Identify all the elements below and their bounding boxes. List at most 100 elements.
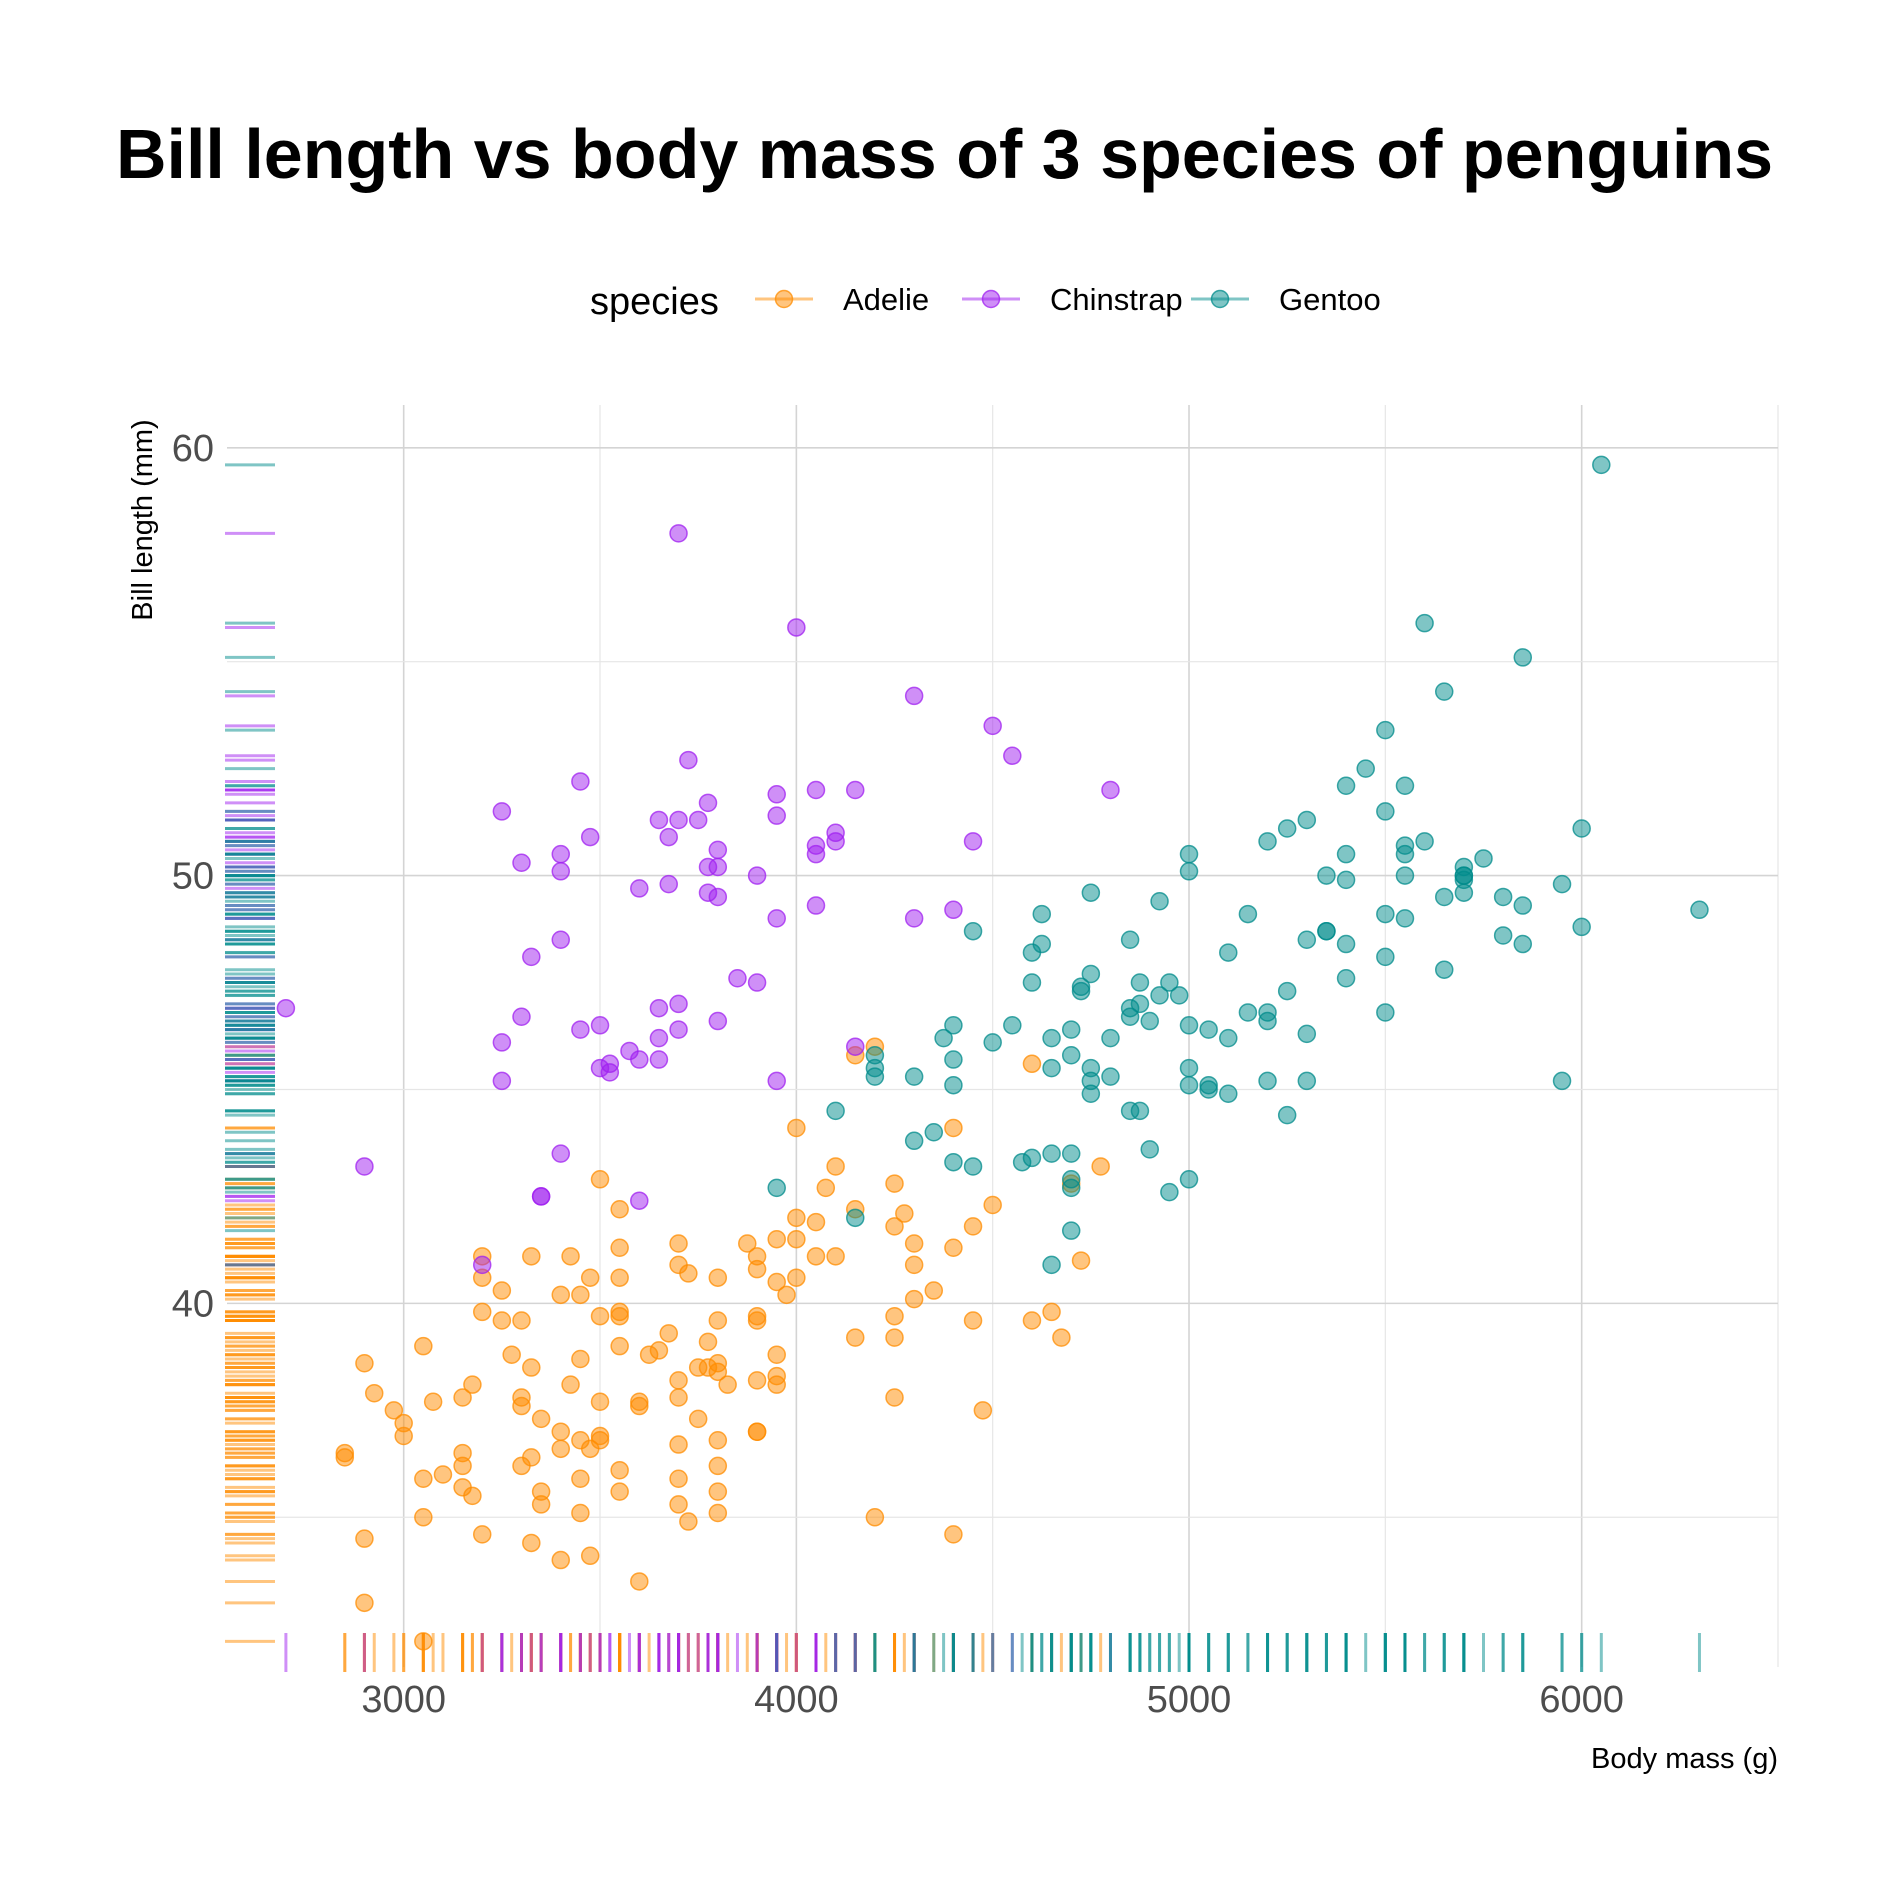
point-adelie xyxy=(679,1512,698,1531)
point-adelie xyxy=(777,1285,796,1305)
x-tick-label: 4000 xyxy=(754,1679,839,1721)
point-adelie xyxy=(590,1306,610,1326)
point-chinstrap xyxy=(679,750,698,770)
legend-label-chinstrap: Chinstrap xyxy=(1050,282,1183,317)
point-chinstrap xyxy=(659,827,678,847)
point-gentoo xyxy=(1376,802,1395,821)
point-chinstrap xyxy=(649,998,669,1018)
point-chinstrap xyxy=(522,947,541,967)
point-gentoo xyxy=(944,1152,963,1172)
point-gentoo xyxy=(1395,866,1415,885)
point-gentoo xyxy=(1179,1170,1199,1189)
point-adelie xyxy=(551,1550,571,1570)
point-adelie xyxy=(944,1118,963,1138)
point-gentoo xyxy=(1042,1058,1061,1078)
point-chinstrap xyxy=(708,1011,728,1031)
point-gentoo xyxy=(1101,1028,1120,1048)
point-adelie xyxy=(649,1341,669,1360)
point-gentoo xyxy=(1258,1071,1277,1091)
point-adelie xyxy=(747,1259,767,1279)
point-adelie xyxy=(531,1495,551,1514)
point-adelie xyxy=(806,1212,826,1232)
point-gentoo xyxy=(1258,832,1277,851)
point-gentoo xyxy=(1297,930,1317,949)
point-adelie xyxy=(355,1354,374,1373)
point-chinstrap xyxy=(963,832,983,851)
point-adelie xyxy=(944,1238,963,1258)
point-gentoo xyxy=(1297,1024,1317,1044)
point-adelie xyxy=(767,1229,786,1249)
point-gentoo xyxy=(1336,968,1356,988)
point-adelie xyxy=(610,1306,629,1326)
point-chinstrap xyxy=(669,1020,688,1039)
point-adelie xyxy=(610,1200,629,1219)
point-gentoo xyxy=(1081,964,1101,984)
point-adelie xyxy=(463,1486,482,1506)
point-chinstrap xyxy=(669,524,688,543)
point-adelie xyxy=(630,1396,649,1416)
point-adelie xyxy=(492,1281,512,1300)
point-gentoo xyxy=(983,1033,1002,1052)
legend-key-chinstrap xyxy=(981,289,1001,309)
point-gentoo xyxy=(1061,1020,1081,1039)
point-chinstrap xyxy=(1003,746,1022,766)
point-adelie xyxy=(580,1268,600,1287)
point-gentoo xyxy=(1199,1080,1218,1099)
point-gentoo xyxy=(1376,1003,1395,1022)
point-chinstrap xyxy=(688,810,708,830)
point-adelie xyxy=(522,1358,541,1377)
point-adelie xyxy=(816,1178,836,1198)
point-chinstrap xyxy=(944,900,963,920)
point-adelie xyxy=(414,1469,433,1489)
point-gentoo xyxy=(1071,981,1091,1001)
legend: species Adelie Chinstrap Gentoo xyxy=(590,281,1381,323)
point-chinstrap xyxy=(551,862,571,881)
point-gentoo xyxy=(1179,862,1199,881)
point-chinstrap xyxy=(659,874,678,894)
point-chinstrap xyxy=(767,785,786,804)
point-chinstrap xyxy=(649,810,669,830)
point-gentoo xyxy=(1552,1071,1572,1091)
point-gentoo xyxy=(1179,844,1199,864)
point-gentoo xyxy=(1081,1084,1101,1104)
point-gentoo xyxy=(1454,883,1474,902)
point-gentoo xyxy=(1592,455,1611,475)
y-tick-label: 50 xyxy=(172,856,214,898)
chart-title: Bill length vs body mass of 3 species of… xyxy=(116,115,1773,193)
point-gentoo xyxy=(1434,682,1454,701)
point-gentoo xyxy=(1572,819,1591,838)
point-adelie xyxy=(355,1529,374,1548)
point-adelie xyxy=(630,1572,649,1591)
point-adelie xyxy=(512,1311,531,1330)
point-adelie xyxy=(669,1495,688,1514)
point-adelie xyxy=(708,1268,728,1287)
legend-key-adelie xyxy=(774,289,794,309)
point-chinstrap xyxy=(787,618,806,637)
point-gentoo xyxy=(1169,986,1189,1005)
point-gentoo xyxy=(1179,1075,1199,1095)
point-adelie xyxy=(590,1431,610,1450)
point-adelie xyxy=(1022,1311,1042,1330)
point-gentoo xyxy=(1572,917,1591,937)
point-adelie xyxy=(610,1238,629,1258)
point-adelie xyxy=(472,1525,492,1544)
point-gentoo xyxy=(865,1067,885,1086)
point-gentoo xyxy=(963,1157,983,1176)
point-gentoo xyxy=(1061,1221,1081,1240)
point-gentoo xyxy=(1179,1058,1199,1078)
point-gentoo xyxy=(1297,810,1317,830)
point-adelie xyxy=(904,1289,924,1309)
point-gentoo xyxy=(1690,900,1709,920)
point-adelie xyxy=(561,1247,580,1266)
point-adelie xyxy=(433,1465,453,1484)
point-chinstrap xyxy=(512,1007,531,1026)
point-gentoo xyxy=(1376,904,1395,924)
point-gentoo xyxy=(1219,943,1238,962)
point-gentoo xyxy=(1150,891,1169,911)
point-gentoo xyxy=(1513,934,1533,954)
point-gentoo xyxy=(1513,648,1533,667)
point-gentoo xyxy=(944,1016,963,1035)
point-gentoo xyxy=(1238,1003,1258,1022)
point-adelie xyxy=(1042,1302,1061,1322)
